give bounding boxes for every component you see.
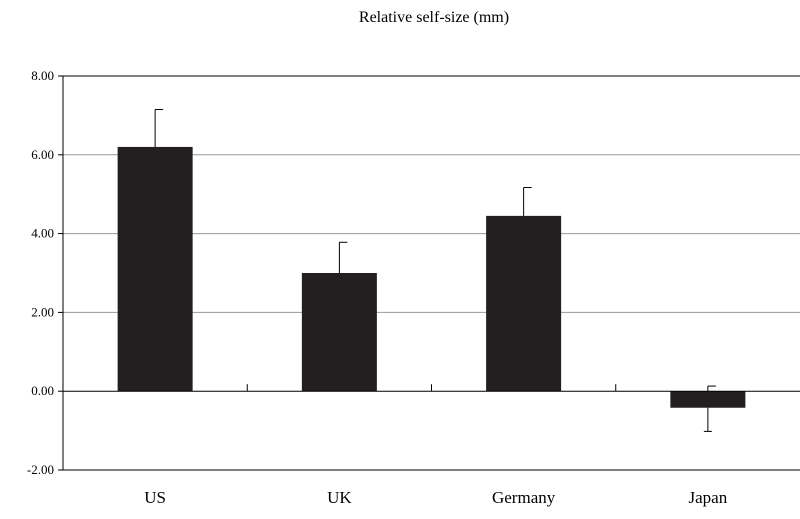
y-tick-labels: 8.00 6.00 4.00 2.00 0.00 -2.00 [27,68,54,477]
y-tick-label: -2.00 [27,462,54,477]
x-tick-labels: US UK Germany Japan [144,488,727,507]
y-tick-label: 8.00 [31,68,54,83]
bar-us [117,146,193,392]
bar-japan [670,391,746,408]
chart-title: Relative self-size (mm) [359,9,509,26]
bar-uk [301,273,377,392]
y-tick-label: 2.00 [31,304,54,319]
x-tick-label-uk: UK [327,488,352,507]
x-tick-label-japan: Japan [689,488,728,507]
y-tick-label: 6.00 [31,147,54,162]
bars [117,108,746,432]
axes [58,75,800,471]
x-tick-label-us: US [144,488,166,507]
y-tick-label: 0.00 [31,383,54,398]
bar-germany [486,215,562,392]
x-tick-label-germany: Germany [492,488,556,507]
y-tick-label: 4.00 [31,226,54,241]
